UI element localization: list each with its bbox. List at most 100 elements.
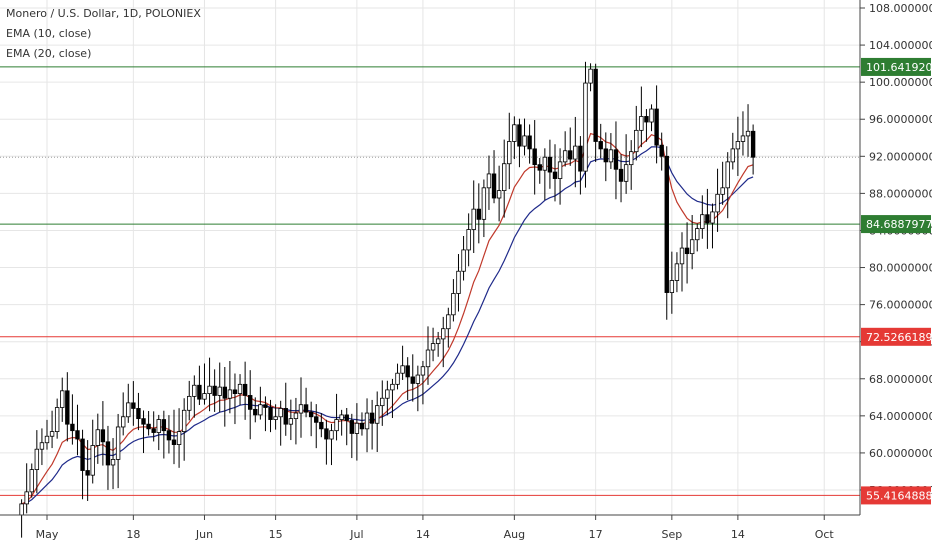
candle [537,157,542,184]
candle [659,132,664,171]
candle-body [725,161,730,189]
candle-body [715,193,720,213]
candle-body [95,429,100,446]
ema-10-legend[interactable]: EMA (10, close) [6,27,92,40]
candle-body [593,68,598,142]
candle [324,419,329,465]
candle [674,252,680,293]
candle [400,345,405,380]
candle [705,188,710,249]
candle [329,423,334,466]
candle-body [253,408,258,416]
candle-body [740,135,746,142]
candle-body [618,168,624,182]
candle-body [542,156,548,171]
candle-body [583,82,588,172]
candle-body [552,171,558,179]
candle-body [314,416,319,423]
candle [192,375,197,418]
candle [466,213,471,267]
candle [649,104,654,132]
candle [517,118,522,168]
candle [410,354,415,402]
candle-body [19,503,24,516]
candle-body [339,414,344,420]
candle [278,400,283,446]
candle-body [507,141,512,165]
price-axis[interactable]: 56.0000000060.0000000064.0000000068.0000… [860,2,932,497]
candle [202,363,207,405]
candle-body [121,416,126,428]
candle [644,109,649,142]
candle [471,180,476,253]
candle-body [578,145,583,172]
candle-body [664,155,669,293]
candlestick-series [19,61,756,538]
candle-body [481,187,487,220]
candle-body [629,151,634,166]
candle-body [496,190,502,199]
candle [689,214,695,270]
candle-body [568,150,573,160]
candle-body [324,428,329,440]
candle-body [288,418,294,425]
candle [237,374,243,406]
candle [156,414,161,451]
x-tick-label: Jun [195,528,213,541]
candle-body [639,116,644,131]
candle-body [308,411,314,418]
time-axis[interactable]: May 18 Jun 15 Jul 14 Aug 17 Sep 14 Oct [36,515,835,541]
candle [60,377,65,422]
candle-body [273,416,278,420]
candle-body [49,431,55,437]
candle [491,150,497,204]
candle [451,279,456,322]
candle-body [166,430,172,441]
candle [171,409,177,465]
candle [121,392,126,436]
candle [405,357,410,400]
candle-body [588,68,593,84]
candle [720,161,725,205]
candle [288,399,294,441]
candle-body [222,386,227,399]
candle [181,398,187,461]
candle [481,179,487,238]
candle-body [75,430,80,440]
candle-body [491,173,497,199]
candle-body [247,395,253,410]
candle-body [527,135,532,150]
candle-body [217,386,222,396]
candle [532,120,537,195]
ema-10-line [21,132,754,505]
candle [65,372,70,442]
candle [146,410,151,436]
candle-body [405,365,410,378]
x-tick-label: May [36,528,59,541]
level-price-labels: 101.64192042 84.68879771 72.52661893 55.416… [861,57,932,505]
chart-legend: Monero / U.S. Dollar, 1D, POLONIEX EMA (… [6,4,201,64]
candle [247,370,253,440]
candle [522,118,527,156]
y-tick-label: 104.00000000 [869,39,932,52]
candle [730,132,735,170]
candle-body [415,374,421,384]
candle [44,419,50,450]
y-tick-label: 68.00000000 [869,373,932,386]
candle-body [390,383,395,391]
candle [227,361,233,414]
candle-body [700,214,705,230]
candle-body [684,247,690,255]
candle-body [689,239,695,255]
candle-body [410,376,415,384]
candle-body [90,445,95,476]
candle [634,105,639,161]
ema-20-legend[interactable]: EMA (20, close) [6,47,92,60]
candle-body [669,280,675,293]
candle-body [344,414,349,421]
candle-body [329,430,334,440]
candle [547,139,553,189]
candle-body [486,173,492,189]
y-tick-label: 108.00000000 [869,2,932,15]
